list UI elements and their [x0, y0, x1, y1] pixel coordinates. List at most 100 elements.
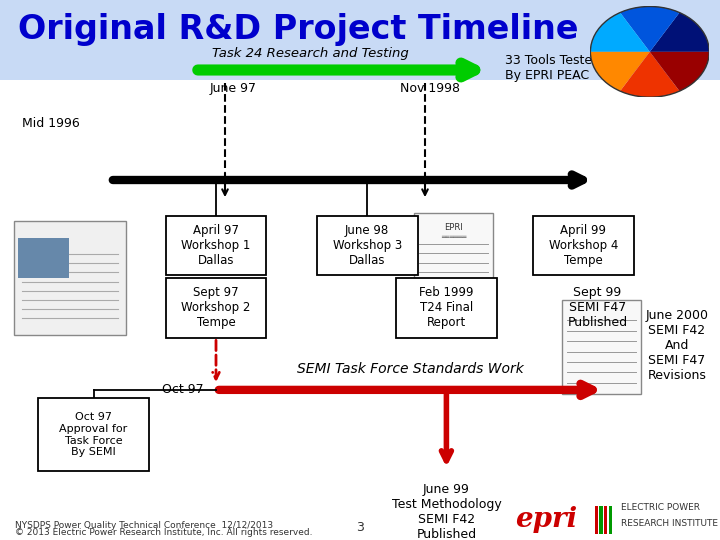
Bar: [0, 112, 720, 113]
Bar: [0, 113, 720, 114]
Bar: [0, 121, 720, 122]
Text: June 97: June 97: [210, 82, 257, 95]
Bar: [0, 111, 720, 112]
Text: NYSDPS Power Quality Technical Conference  12/12/2013: NYSDPS Power Quality Technical Conferenc…: [15, 521, 273, 530]
Bar: [0, 132, 720, 133]
Text: Oct 97: Oct 97: [163, 383, 204, 396]
Bar: [0, 80, 720, 540]
Text: April 97
Workshop 1
Dallas: April 97 Workshop 1 Dallas: [181, 224, 251, 267]
Bar: [0, 139, 720, 140]
Bar: [0, 96, 720, 97]
Bar: [0, 119, 720, 120]
Bar: [19, 239, 68, 278]
Bar: [317, 216, 418, 275]
Bar: [0, 136, 720, 137]
Bar: [533, 216, 634, 275]
Bar: [609, 505, 612, 534]
Wedge shape: [649, 52, 709, 91]
Bar: [0, 120, 720, 121]
Bar: [0, 92, 720, 93]
Bar: [0, 108, 720, 109]
Bar: [0, 102, 720, 103]
Bar: [0, 100, 720, 101]
Bar: [0, 124, 720, 125]
Bar: [0, 138, 720, 139]
Bar: [0, 123, 720, 124]
Bar: [0, 118, 720, 119]
Text: ══════: ══════: [441, 234, 467, 240]
Wedge shape: [649, 12, 709, 52]
Bar: [0, 130, 720, 131]
Text: June 2000
SEMI F42
And
SEMI F47
Revisions: June 2000 SEMI F42 And SEMI F47 Revision…: [645, 309, 708, 382]
Text: June 99
Test Methodology
SEMI F42
Published: June 99 Test Methodology SEMI F42 Publis…: [392, 483, 501, 540]
Text: 3: 3: [356, 521, 364, 534]
Bar: [0, 98, 720, 99]
Bar: [0, 101, 720, 102]
Text: Feb 1999
T24 Final
Report: Feb 1999 T24 Final Report: [419, 286, 474, 329]
Bar: [0, 97, 720, 98]
Bar: [0, 129, 720, 130]
Bar: [562, 300, 641, 394]
Text: ELECTRIC POWER: ELECTRIC POWER: [621, 503, 700, 512]
Bar: [0, 83, 720, 84]
Text: Sept 99
SEMI F47
Published: Sept 99 SEMI F47 Published: [567, 286, 628, 329]
Bar: [0, 134, 720, 135]
Text: June 98
Workshop 3
Dallas: June 98 Workshop 3 Dallas: [333, 224, 402, 267]
Bar: [0, 106, 720, 107]
Bar: [0, 135, 720, 136]
Bar: [166, 278, 266, 338]
Bar: [0, 95, 720, 96]
Text: RESEARCH INSTITUTE: RESEARCH INSTITUTE: [621, 519, 718, 528]
Bar: [0, 82, 720, 83]
Bar: [0, 137, 720, 138]
Text: Sept 97
Workshop 2
Tempe: Sept 97 Workshop 2 Tempe: [181, 286, 251, 329]
Bar: [0, 85, 720, 86]
Text: © 2013 Electric Power Research Institute, Inc. All rights reserved.: © 2013 Electric Power Research Institute…: [15, 528, 312, 537]
Bar: [0, 89, 720, 90]
Text: EPRI: EPRI: [444, 223, 463, 232]
Text: April 99
Workshop 4
Tempe: April 99 Workshop 4 Tempe: [549, 224, 618, 267]
Bar: [0, 84, 720, 85]
Text: Oct 97
Approval for
Task Force
By SEMI: Oct 97 Approval for Task Force By SEMI: [60, 413, 127, 457]
Bar: [0, 80, 720, 81]
Bar: [0, 128, 720, 129]
Bar: [0, 133, 720, 134]
Bar: [14, 221, 126, 335]
Bar: [166, 216, 266, 275]
Bar: [0, 122, 720, 123]
Wedge shape: [620, 6, 680, 52]
Bar: [600, 505, 603, 534]
Bar: [0, 125, 720, 126]
Text: Original R&D Project Timeline: Original R&D Project Timeline: [18, 14, 578, 46]
Bar: [0, 93, 720, 94]
Bar: [0, 127, 720, 128]
Text: 33 Tools Tested
By EPRI PEAC: 33 Tools Tested By EPRI PEAC: [505, 54, 600, 82]
Text: Task 24 Research and Testing: Task 24 Research and Testing: [212, 47, 408, 60]
Wedge shape: [590, 52, 649, 91]
Bar: [38, 399, 150, 471]
Bar: [0, 104, 720, 105]
Bar: [0, 91, 720, 92]
Bar: [0, 126, 720, 127]
Wedge shape: [590, 12, 649, 52]
Bar: [396, 278, 497, 338]
Bar: [0, 88, 720, 89]
Text: Mid 1996: Mid 1996: [22, 117, 80, 130]
Bar: [0, 87, 720, 88]
Bar: [0, 117, 720, 118]
Bar: [0, 116, 720, 117]
Bar: [0, 94, 720, 95]
Bar: [0, 81, 720, 82]
Bar: [0, 105, 720, 106]
Bar: [0, 86, 720, 87]
Bar: [0, 99, 720, 100]
Bar: [0, 115, 720, 116]
Bar: [0, 110, 720, 111]
Bar: [0, 107, 720, 108]
Bar: [595, 505, 598, 534]
Text: Nov 1998: Nov 1998: [400, 82, 460, 95]
Bar: [0, 103, 720, 104]
Bar: [604, 505, 608, 534]
Bar: [414, 213, 493, 292]
Bar: [0, 0, 720, 80]
